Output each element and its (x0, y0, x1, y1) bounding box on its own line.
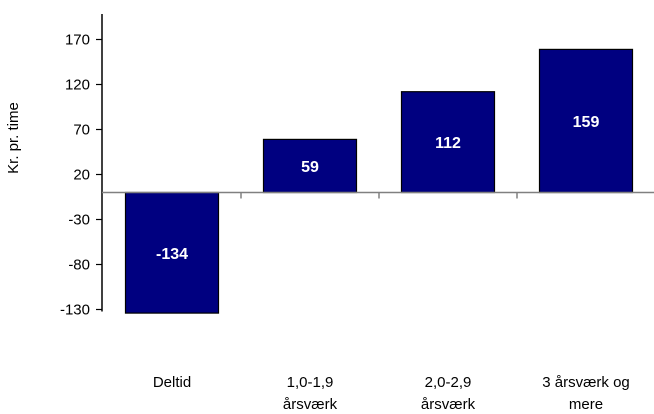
x-tick-label: Deltid (153, 374, 191, 391)
y-axis: -130 -80 -30 20 70 120 170 (60, 14, 103, 319)
zero-baseline (102, 191, 654, 199)
x-tick-label: 2,0-2,9 (425, 374, 472, 391)
x-tick-label: 3 årsværk og (542, 374, 630, 391)
y-tick-label: -80 (68, 257, 90, 274)
data-label: 112 (435, 135, 461, 152)
value-labels: -134 59 112 159 (156, 114, 599, 263)
y-tick-label: 70 (73, 122, 90, 139)
data-label: -134 (156, 246, 188, 263)
x-tick-label: 1,0-1,9 (287, 374, 334, 391)
bars (124, 48, 634, 314)
bar (400, 91, 496, 194)
x-tick-label: årsværk (421, 396, 476, 413)
x-axis-labels: Deltid 1,0-1,9 årsværk 2,0-2,9 årsværk 3 årsv… (153, 374, 630, 413)
data-label: 159 (573, 114, 600, 131)
y-tick-label: -30 (68, 212, 90, 229)
y-tick-label: 120 (65, 77, 90, 94)
bar (124, 191, 220, 314)
data-label: 59 (301, 159, 319, 176)
x-tick-label: mere (569, 396, 603, 413)
x-tick-label: årsværk (283, 396, 338, 413)
y-axis-title: Kr. pr. time (5, 102, 22, 174)
bar (538, 48, 634, 194)
y-tick-label: 20 (73, 167, 90, 184)
y-tick-label: -130 (60, 302, 90, 319)
y-tick-label: 170 (65, 32, 90, 49)
